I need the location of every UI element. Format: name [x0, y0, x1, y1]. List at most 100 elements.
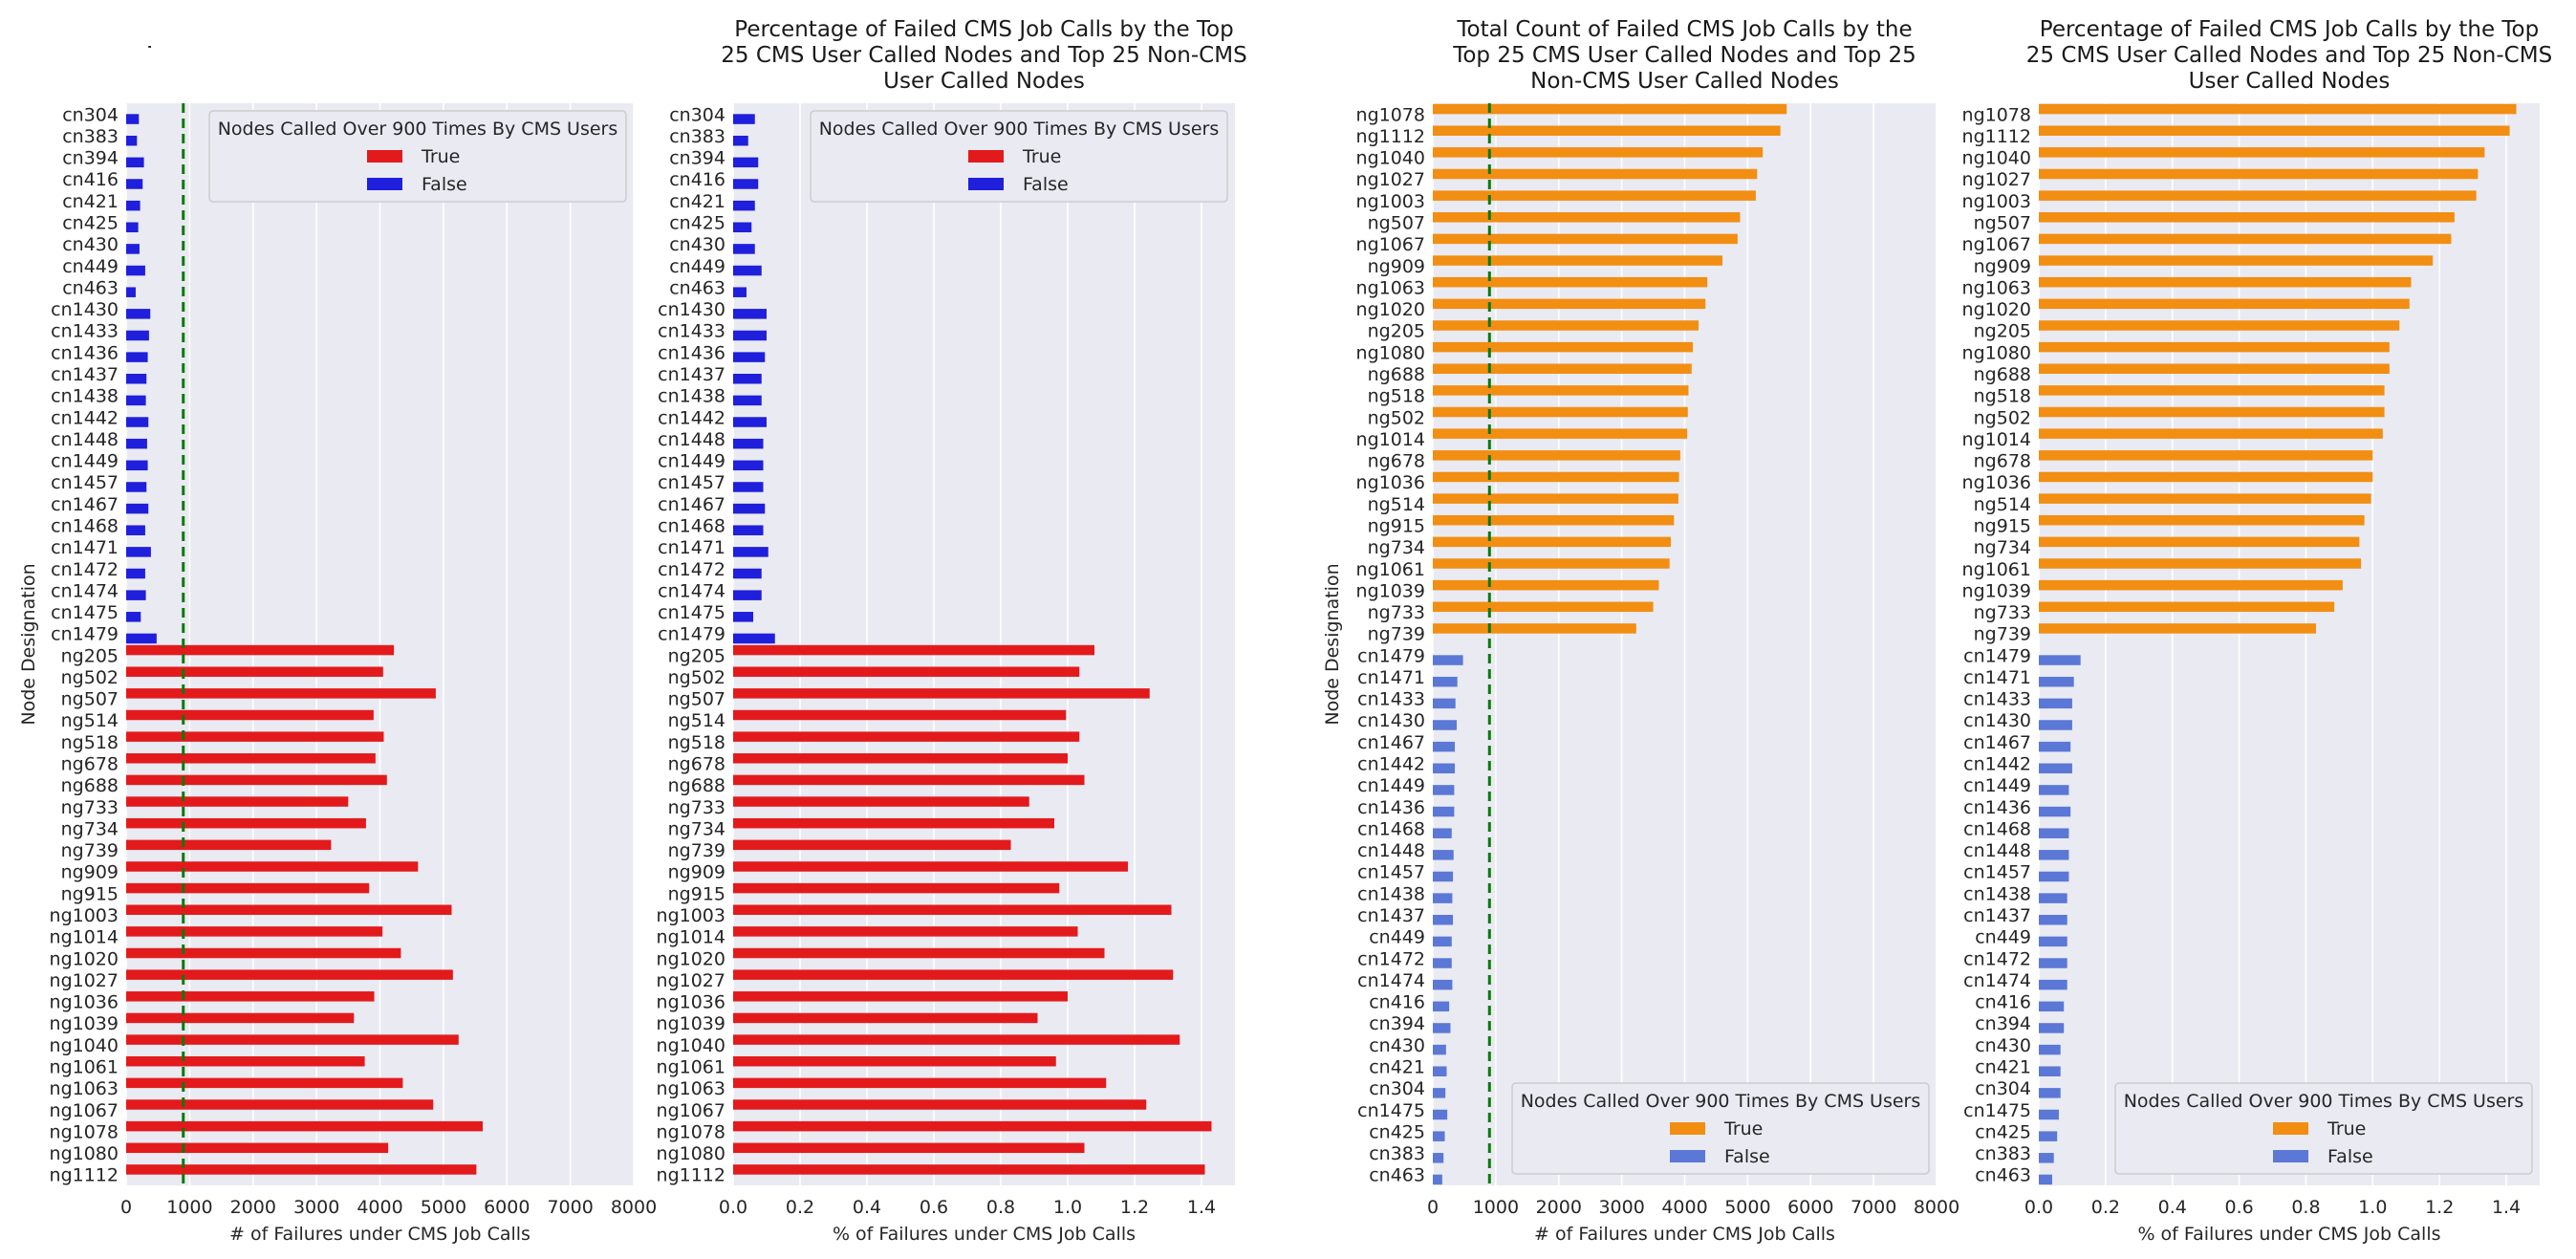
bar-ng1112: [2039, 125, 2510, 136]
ytick-label-ng909: ng909: [1368, 256, 1425, 277]
ytick-label-ng915: ng915: [1368, 515, 1425, 536]
bar-ng915: [1433, 514, 1675, 526]
bar-ng915: [2039, 514, 2365, 526]
bar-cn1436: [733, 352, 766, 362]
ytick-label-cn449: cn449: [1975, 927, 2031, 948]
ytick-label-ng909: ng909: [668, 862, 725, 883]
ytick-label-ng1040: ng1040: [657, 1035, 725, 1056]
ytick-label-ng1039: ng1039: [1962, 580, 2031, 601]
bar-cn425: [733, 222, 752, 233]
bar-cn425: [2039, 1131, 2058, 1141]
bar-ng678: [1433, 450, 1680, 461]
bar-ng1003: [126, 904, 452, 915]
ytick-label-ng518: ng518: [1368, 386, 1425, 407]
ytick-label-cn1457: cn1457: [1357, 862, 1425, 883]
ytick-label-cn1472: cn1472: [1357, 948, 1425, 969]
ytick-label-cn1468: cn1468: [658, 515, 725, 536]
bar-ng518: [2039, 385, 2385, 396]
xtick-label: 8000: [1914, 1197, 1959, 1218]
bar-ng1080: [2039, 341, 2390, 353]
bar-ng678: [126, 753, 376, 764]
xtick-label: 1000: [1473, 1197, 1519, 1218]
legend-title: Nodes Called Over 900 Times By CMS Users: [1521, 1091, 1921, 1112]
legend-false-swatch: [968, 178, 1004, 190]
bar-ng1063: [1433, 276, 1708, 288]
bar-ng518: [1433, 385, 1689, 396]
ytick-label-ng1063: ng1063: [1356, 277, 1425, 298]
bar-ng1078: [733, 1120, 1212, 1132]
bar-ng1080: [733, 1142, 1085, 1154]
bar-cn1430: [733, 309, 767, 319]
bar-cn383: [733, 135, 748, 146]
ytick-label-cn1474: cn1474: [1357, 970, 1425, 991]
ytick-label-cn1468: cn1468: [51, 515, 119, 536]
bar-ng1027: [2039, 168, 2479, 180]
legend: Nodes Called Over 900 Times By CMS Users…: [2114, 1082, 2533, 1175]
ytick-label-ng915: ng915: [668, 883, 725, 904]
ytick-label-ng502: ng502: [61, 667, 119, 688]
bar-ng1003: [2039, 190, 2477, 201]
xtick-label: 5000: [421, 1197, 466, 1218]
bar-cn1479: [2039, 655, 2081, 665]
chart-title-line: Non-CMS User Called Nodes: [1530, 69, 1839, 94]
bar-cn1430: [2039, 720, 2072, 730]
ytick-label-ng739: ng739: [61, 840, 119, 861]
chart-title-line: Percentage of Failed CMS Job Calls by th…: [734, 17, 1233, 42]
bar-cn1475: [1433, 1109, 1448, 1120]
legend: Nodes Called Over 900 Times By CMS Users…: [208, 110, 627, 203]
ytick-label-ng1078: ng1078: [1962, 104, 2031, 125]
ytick-label-cn1475: cn1475: [1963, 1100, 2031, 1121]
ytick-label-ng1067: ng1067: [657, 1100, 725, 1121]
ytick-label-ng1020: ng1020: [1962, 299, 2031, 320]
bar-cn1471: [1433, 676, 1458, 687]
legend-box: [1511, 1082, 1930, 1175]
bar-ng1014: [1433, 428, 1688, 439]
bar-ng502: [1433, 406, 1688, 418]
ytick-label-ng1112: ng1112: [1962, 126, 2031, 147]
bar-cn416: [2039, 1001, 2065, 1012]
bar-cn1437: [733, 374, 762, 384]
bar-ng507: [733, 688, 1150, 699]
ytick-label-ng734: ng734: [61, 818, 119, 839]
ytick-label-cn1472: cn1472: [51, 559, 119, 580]
bar-cn1475: [733, 612, 753, 622]
bar-cn430: [2039, 1044, 2061, 1055]
bar-ng1040: [1433, 147, 1764, 158]
chart-title: Percentage of Failed CMS Job Calls by th…: [2026, 17, 2552, 94]
bar-cn430: [126, 244, 140, 254]
ytick-label-ng205: ng205: [1368, 321, 1425, 342]
bar-ng1039: [2039, 579, 2343, 591]
bar-ng1078: [1433, 103, 1787, 115]
ytick-label-ng1067: ng1067: [1962, 234, 2031, 255]
ytick-label-ng1036: ng1036: [1356, 472, 1425, 493]
ytick-label-ng1080: ng1080: [50, 1143, 119, 1164]
ytick-label-ng1040: ng1040: [1356, 148, 1425, 169]
bar-cn1436: [1433, 806, 1455, 817]
ytick-label-cn1479: cn1479: [51, 624, 119, 645]
xtick-label: 0.2: [786, 1197, 814, 1218]
bar-cn1442: [1433, 763, 1456, 774]
ytick-label-ng507: ng507: [668, 689, 725, 710]
bar-cn1467: [126, 503, 149, 514]
ytick-label-cn1438: cn1438: [1357, 883, 1425, 904]
xtick-label: 0.0: [719, 1197, 747, 1218]
ytick-label-ng1036: ng1036: [1962, 472, 2031, 493]
xtick-label: 1.4: [1187, 1197, 1216, 1218]
legend-false-label: False: [1724, 1146, 1770, 1167]
ytick-label-cn304: cn304: [1369, 1078, 1425, 1099]
bar-cn449: [1433, 936, 1452, 947]
ytick-label-ng909: ng909: [1974, 256, 2031, 277]
xtick-label: 0.2: [2091, 1197, 2120, 1218]
ytick-label-cn416: cn416: [1369, 992, 1425, 1013]
ytick-label-cn463: cn463: [1975, 1165, 2031, 1186]
ytick-label-cn1430: cn1430: [658, 299, 725, 320]
bar-ng688: [1433, 363, 1692, 374]
xtick-label: 1000: [166, 1197, 212, 1218]
ytick-label-cn394: cn394: [669, 148, 725, 169]
ytick-label-cn1479: cn1479: [1963, 645, 2031, 666]
bar-ng733: [2039, 601, 2335, 613]
bar-cn463: [733, 287, 747, 297]
ytick-label-cn1457: cn1457: [1963, 862, 2031, 883]
chart-panel-4: ng1078ng1112ng1040ng1027ng1003ng507ng106…: [1962, 17, 2553, 1245]
